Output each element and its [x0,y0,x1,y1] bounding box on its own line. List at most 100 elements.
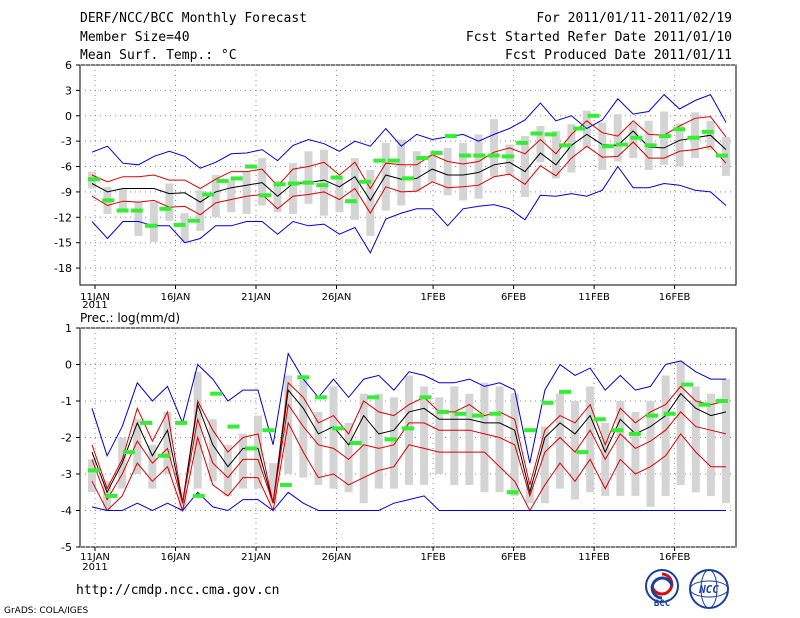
bcc-logo: BCC [640,568,684,612]
prec-observation [88,468,100,473]
temp-ytick-label: -9 [61,186,72,199]
prec-xtick-label: 16FEB [659,552,691,563]
temp-observation [687,135,700,140]
temp-spread-box [536,125,545,163]
temp-observation [559,143,571,148]
prec-observation [245,446,257,451]
temp-spread-box [381,142,390,211]
temp-observation [302,180,315,185]
temp-observation [573,126,586,131]
temp-ytick-label: 3 [65,84,72,97]
prec-xtick-label: 16JAN [161,552,191,563]
temp-observation [187,218,200,223]
prec-spread-box [722,379,730,504]
prec-observation [122,450,135,455]
prec-ytick-label: 0 [65,359,72,372]
prec-observation [192,493,205,498]
temp-observation [644,143,657,148]
prec-observation [681,382,694,387]
prec-ytick-label: -3 [61,468,72,481]
prec-xtick-label: 21JAN [241,552,271,563]
ncc-logo: NCC [686,568,732,614]
prec-observation [314,395,327,400]
prec-year-label: 2011 [82,562,107,573]
temp-observation [416,156,429,161]
temp-series-upper [91,116,727,190]
prec-observation [559,389,571,394]
prec-observation [454,411,467,416]
prec-spread-box [555,393,564,489]
temp-xtick-label: 26JAN [322,292,352,303]
temp-observation [630,135,643,140]
temp-observation [230,176,243,181]
temp-spread-box [118,188,127,211]
prec-observation [157,453,170,458]
temp-observation [316,183,329,188]
temp-spread-box [675,123,684,167]
prec-spread-box [646,401,655,507]
prec-xtick-label: 11FEB [578,552,610,563]
temp-observation [130,208,143,213]
temp-spread-box [258,158,267,206]
prec-ytick-label: -4 [61,505,72,518]
prec-series-min [91,491,726,512]
member-size-label: Member Size=40 [80,30,190,45]
prec-observation [262,428,275,433]
prec-spread-box [631,411,640,496]
temp-observation [330,175,343,180]
prec-spread-box [193,371,202,489]
temp-ytick-label: 0 [65,110,72,123]
prec-observation [210,391,223,396]
forecast-period-label: For 2011/01/11-2011/02/19 [536,11,732,26]
temp-observation [159,206,172,211]
prec-ytick-label: -5 [61,541,72,554]
prec-spread-box [586,386,595,493]
prec-spread-box [269,463,278,504]
prec-series-upper [91,381,727,504]
prec-observation [384,437,397,442]
grads-credit: GrADS: COLA/IGES [4,606,89,616]
prec-spread-box [435,397,444,474]
prec-series-mean [91,388,727,504]
ncc-logo-text: NCC [698,583,719,596]
temp-series-lower [91,141,727,216]
temp-observation [259,193,272,198]
prec-spread-box [495,386,504,493]
temp-observation [501,154,514,159]
temp-spread-box [613,114,622,162]
temp-observation [273,182,286,187]
prec-spread-box [480,382,489,493]
prec-spread-box [450,386,459,485]
prec-observation [279,482,292,487]
temp-spread-box [211,175,220,218]
temp-spread-box [397,139,406,206]
prec-observation [576,450,589,455]
temp-xtick-label: 16JAN [161,292,191,303]
temp-spread-box [567,124,576,173]
temp-spread-box [582,110,591,148]
source-url[interactable]: http://cmdp.ncc.cma.gov.cn [76,583,280,598]
temp-observation [287,181,300,186]
fcst-produced-label: Fcst Produced Date 2011/01/11 [505,48,732,63]
temp-spread-box [505,144,514,175]
prec-panel-title: Prec.: log(mm/d) [80,311,180,325]
temp-spread-box [474,134,483,199]
temp-xtick-label: 11FEB [578,292,610,303]
temp-observation [102,198,115,203]
temp-spread-box [660,111,669,165]
temp-observation [516,140,529,145]
temp-spread-box [520,136,529,197]
temp-observation [658,134,671,139]
prec-spread-box [389,397,398,489]
temp-frame [79,64,737,286]
temp-observation [402,176,414,181]
prec-xtick-label: 1FEB [420,552,445,563]
variable-label: Mean Surf. Temp.: °C [80,48,237,63]
prec-xtick-label: 6FEB [501,552,526,563]
temp-spread-box [551,131,560,179]
temp-spread-box [304,151,313,204]
prec-spread-box [238,433,247,489]
temp-spread-box [412,151,421,192]
temp-observation [444,134,457,139]
temp-spread-box [134,202,143,236]
